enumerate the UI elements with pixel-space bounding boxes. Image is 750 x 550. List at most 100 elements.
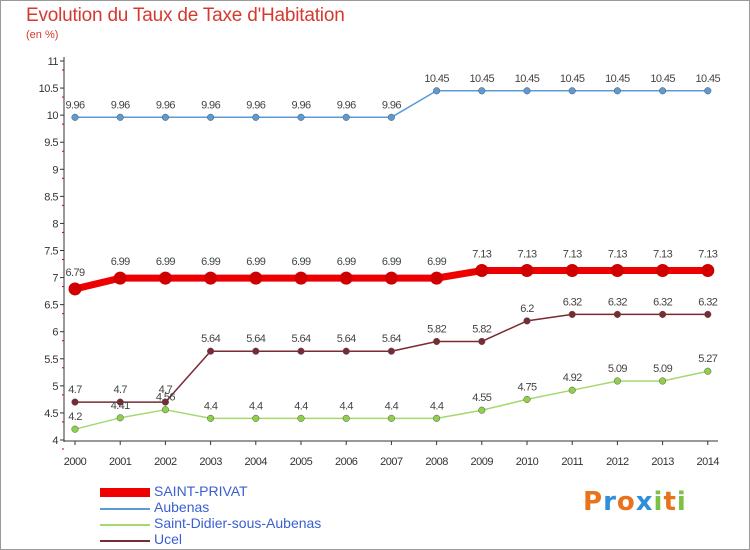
data-label-saint-didier-sous-aubenas: 4.2 <box>68 411 82 423</box>
data-point-saint-didier-sous-aubenas <box>207 414 215 422</box>
data-point-saint-privat <box>204 271 218 285</box>
logo-letter: o <box>616 487 636 517</box>
data-point-ucel <box>252 347 260 355</box>
y-tick-label: 8 <box>52 218 58 230</box>
data-label-ucel: 5.64 <box>201 333 220 345</box>
data-label-saint-didier-sous-aubenas: 4.75 <box>517 381 536 393</box>
logo-letter: i <box>653 487 664 517</box>
legend-swatch-saint-didier <box>100 524 150 526</box>
data-point-aubenas <box>568 87 576 95</box>
data-label-saint-privat: 6.99 <box>337 256 356 268</box>
data-label-saint-privat: 7.13 <box>517 249 536 261</box>
y-tick-label: 9 <box>52 164 58 176</box>
y-tick-label: 11 <box>48 56 59 68</box>
data-point-saint-didier-sous-aubenas <box>568 386 576 394</box>
data-point-aubenas <box>704 87 712 95</box>
data-point-saint-privat <box>701 264 715 278</box>
data-point-saint-privat <box>339 271 353 285</box>
data-label-saint-privat: 6.99 <box>111 256 130 268</box>
logo-letter: P <box>583 487 604 517</box>
x-tick-label: 2005 <box>290 456 313 468</box>
data-point-aubenas <box>342 113 350 121</box>
x-tick-label: 2014 <box>697 456 720 468</box>
data-point-ucel <box>207 347 215 355</box>
data-point-saint-privat <box>610 264 624 278</box>
data-point-saint-didier-sous-aubenas <box>116 414 124 422</box>
data-label-aubenas: 10.45 <box>560 73 585 85</box>
y-tick-label: 5.5 <box>44 354 58 366</box>
data-point-aubenas <box>297 113 305 121</box>
data-label-aubenas: 9.96 <box>201 99 220 111</box>
data-point-ucel <box>613 310 621 318</box>
data-point-ucel <box>659 310 667 318</box>
data-point-saint-privat <box>475 264 489 278</box>
y-tick-label: 6 <box>52 327 58 339</box>
data-label-ucel: 6.2 <box>520 303 534 315</box>
data-point-aubenas <box>523 87 531 95</box>
data-label-saint-privat: 6.99 <box>291 256 310 268</box>
y-tick-label: 6.5 <box>44 300 58 312</box>
y-tick-label: 4.5 <box>44 408 58 420</box>
data-point-aubenas <box>478 87 486 95</box>
data-label-saint-didier-sous-aubenas: 4.41 <box>111 400 130 412</box>
x-tick-label: 2002 <box>154 456 177 468</box>
data-point-ucel <box>116 398 124 406</box>
logo-letter: x <box>635 487 654 517</box>
data-label-saint-privat: 7.13 <box>472 249 491 261</box>
data-point-ucel <box>161 398 169 406</box>
data-point-saint-didier-sous-aubenas <box>704 367 712 375</box>
data-label-ucel: 4.7 <box>113 384 127 396</box>
data-point-aubenas <box>613 87 621 95</box>
x-tick-label: 2004 <box>245 456 268 468</box>
data-point-saint-privat <box>520 264 534 278</box>
x-tick-label: 2012 <box>606 456 629 468</box>
y-tick-label: 10.5 <box>39 83 59 95</box>
data-label-ucel: 5.64 <box>337 333 356 345</box>
y-tick-label: 8.5 <box>44 191 58 203</box>
data-point-saint-didier-sous-aubenas <box>613 377 621 385</box>
data-point-saint-privat <box>430 271 444 285</box>
data-label-saint-didier-sous-aubenas: 4.55 <box>472 392 491 404</box>
data-label-saint-didier-sous-aubenas: 4.4 <box>339 400 353 412</box>
data-label-aubenas: 10.45 <box>650 73 675 85</box>
data-point-ucel <box>387 347 395 355</box>
logo-letter: r <box>603 487 617 517</box>
y-tick-label: 5 <box>52 381 58 393</box>
x-tick-label: 2007 <box>380 456 403 468</box>
data-label-saint-privat: 6.99 <box>156 256 175 268</box>
data-label-saint-didier-sous-aubenas: 4.4 <box>204 400 218 412</box>
x-tick-label: 2011 <box>561 456 583 468</box>
data-label-aubenas: 9.96 <box>246 99 265 111</box>
data-label-saint-privat: 6.99 <box>246 256 265 268</box>
data-label-saint-didier-sous-aubenas: 4.56 <box>156 392 175 404</box>
data-label-saint-didier-sous-aubenas: 5.27 <box>698 353 717 365</box>
x-tick-label: 2013 <box>651 456 674 468</box>
data-label-aubenas: 9.96 <box>65 99 84 111</box>
data-point-aubenas <box>116 113 124 121</box>
data-point-saint-privat <box>384 271 398 285</box>
data-point-aubenas <box>252 113 260 121</box>
data-label-ucel: 4.7 <box>159 384 173 396</box>
data-label-saint-didier-sous-aubenas: 5.09 <box>653 363 672 375</box>
data-label-saint-didier-sous-aubenas: 4.4 <box>294 400 308 412</box>
data-point-saint-didier-sous-aubenas <box>523 395 531 403</box>
data-label-saint-privat: 6.79 <box>65 267 84 279</box>
unit-label: (en %) <box>26 29 59 41</box>
data-point-saint-privat <box>113 271 127 285</box>
data-point-saint-privat <box>565 264 579 278</box>
data-label-ucel: 5.64 <box>382 333 401 345</box>
data-label-ucel: 6.32 <box>698 296 717 308</box>
y-tick-label: 7 <box>52 273 58 285</box>
legend-label-aubenas: Aubenas <box>154 499 210 515</box>
data-label-saint-privat: 6.99 <box>201 256 220 268</box>
data-label-aubenas: 10.45 <box>696 73 721 85</box>
logo-letter: i <box>676 487 687 517</box>
data-label-ucel: 6.32 <box>653 296 672 308</box>
data-label-saint-privat: 7.13 <box>608 249 627 261</box>
y-tick-label: 4 <box>52 435 58 447</box>
data-label-saint-didier-sous-aubenas: 4.4 <box>249 400 263 412</box>
data-point-aubenas <box>207 113 215 121</box>
data-point-saint-privat <box>158 271 172 285</box>
